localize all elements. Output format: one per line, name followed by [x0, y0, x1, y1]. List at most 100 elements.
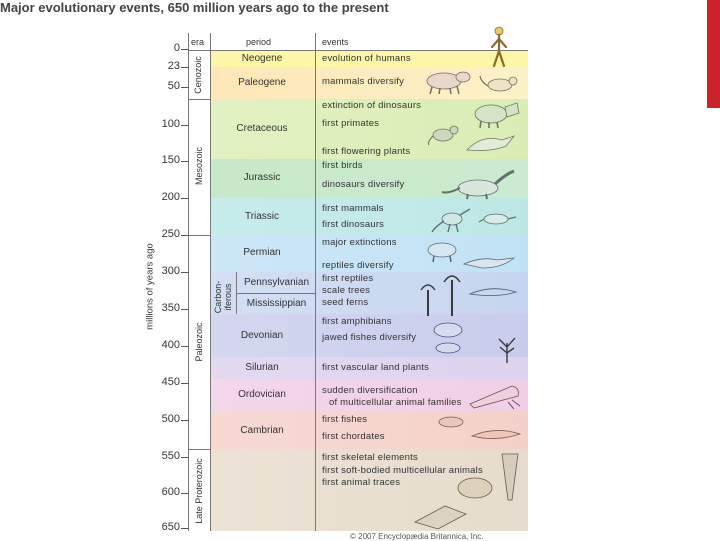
band-cambrian [210, 411, 528, 449]
event-item: first mammals [322, 203, 384, 214]
tick-mark [181, 272, 189, 273]
event-item: reptiles diversify [322, 260, 394, 271]
period-silurian: Silurian [245, 362, 279, 373]
human-figure-icon [490, 26, 508, 68]
tick-mark [181, 235, 189, 236]
header-events: events [322, 37, 349, 47]
trace-fossil-icon [413, 505, 467, 530]
event-item: first birds [322, 160, 363, 171]
jawed-fish-icon [433, 322, 463, 354]
period-ordovician: Ordovician [238, 389, 286, 400]
tick-mark [181, 125, 189, 126]
event-item: first reptiles [322, 273, 374, 284]
band-triassic [210, 198, 528, 235]
tick-mark [181, 67, 189, 68]
tick-400: 400 [161, 339, 180, 351]
dinosaur-icon [431, 208, 471, 233]
event-item: dinosaurs diversify [322, 179, 405, 190]
event-item: sudden diversification [322, 385, 418, 396]
fish-icon [438, 416, 464, 428]
band-silurian [210, 357, 528, 379]
tick-100: 100 [161, 118, 180, 130]
period-carboniferous: Carbon- iferous [213, 280, 233, 314]
tick-23: 23 [167, 60, 180, 72]
tick-mark [181, 457, 189, 458]
period-cretaceous: Cretaceous [236, 123, 288, 134]
tick-450: 450 [161, 376, 180, 388]
y-axis-label: millions of years ago [144, 243, 156, 330]
mammal-like-reptile-icon [478, 213, 517, 225]
tick-mark [181, 420, 189, 421]
tick-300: 300 [161, 265, 180, 277]
event-item: scale trees [322, 285, 371, 296]
tick-50: 50 [167, 80, 180, 92]
mammal-icon [426, 71, 471, 95]
tick-mark [181, 198, 189, 199]
tick-mark [181, 161, 189, 162]
small-mammal-icon [479, 75, 518, 92]
band-paleogene [210, 67, 528, 99]
tick-650: 650 [161, 521, 180, 533]
event-item: first amphibians [322, 316, 392, 327]
period-jurassic: Jurassic [243, 172, 281, 183]
era-cenozoic: Cenozoic [193, 56, 203, 94]
period-mississippian: Mississippian [246, 298, 307, 309]
event-item: first fishes [322, 414, 368, 425]
tick-mark [181, 493, 189, 494]
event-item: first primates [322, 118, 380, 129]
tick-mark [181, 87, 189, 88]
header-period: period [246, 37, 272, 47]
soft-bodied-fossil-icon [457, 477, 493, 499]
tick-0: 0 [173, 42, 180, 54]
tick-mark [181, 309, 189, 310]
event-item: seed ferns [322, 297, 369, 308]
era-late-proterozoic: Late Proterozoic [194, 458, 204, 524]
event-item: mammals diversify [322, 76, 405, 87]
credit-text: © 2007 Encyclopædia Britannica, Inc. [350, 532, 484, 541]
left-axis-line [188, 33, 189, 531]
era-divider [210, 33, 211, 531]
header-line [188, 50, 528, 51]
tick-mark [181, 346, 189, 347]
cloudina-icon [501, 453, 519, 501]
band-neogene [210, 50, 528, 67]
tick-250: 250 [161, 228, 180, 240]
event-item: major extinctions [322, 237, 397, 248]
scale-tree-icon [420, 275, 461, 316]
event-item: first dinosaurs [322, 219, 385, 230]
tick-500: 500 [161, 413, 180, 425]
pennsylvanian-boundary [236, 293, 315, 294]
tick-mark [181, 383, 189, 384]
event-item: first flowering plants [322, 146, 411, 157]
event-item: first vascular land plants [322, 362, 430, 373]
primate-icon [427, 125, 459, 146]
accent-bar [707, 0, 720, 108]
event-item: extinction of dinosaurs [322, 100, 422, 111]
event-item: first soft-bodied multicellular animals [322, 465, 483, 476]
band-devonian [210, 314, 528, 357]
tick-200: 200 [161, 191, 180, 203]
event-item: of multicellular animal families [329, 397, 462, 408]
event-item: first chordates [322, 431, 385, 442]
period-divider [315, 33, 316, 531]
bird-icon [466, 135, 516, 151]
tick-550: 550 [161, 450, 180, 462]
tick-mark [181, 49, 189, 50]
event-item: first animal traces [322, 477, 401, 488]
plant-icon [498, 337, 516, 363]
amphibian-icon [468, 288, 518, 296]
era-paleozoic: Paleozoic [194, 322, 204, 362]
tick-150: 150 [161, 154, 180, 166]
cenozoic-boundary [188, 99, 210, 100]
period-triassic: Triassic [244, 211, 280, 222]
tick-mark [181, 528, 189, 529]
period-pennsylvanian: Pennsylvanian [243, 277, 310, 288]
nautiloid-icon [469, 385, 521, 410]
period-cambrian: Cambrian [240, 425, 284, 436]
chordate-icon [470, 430, 522, 439]
event-item: jawed fishes diversify [322, 332, 417, 343]
period-neogene: Neogene [241, 53, 283, 64]
period-devonian: Devonian [240, 330, 284, 341]
reptile-icon [427, 242, 457, 263]
lizard-icon [462, 257, 516, 269]
